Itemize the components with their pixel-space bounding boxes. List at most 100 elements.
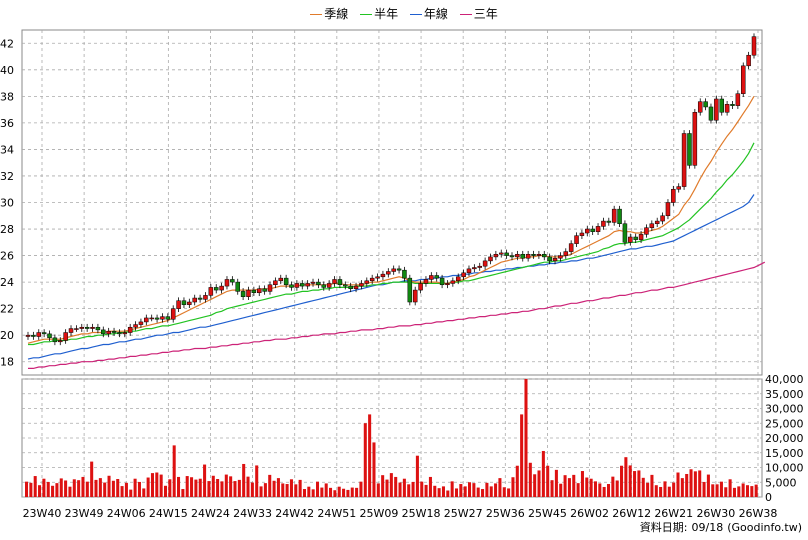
candle-body [262,288,267,292]
candle-body [289,284,294,288]
volume-bar [376,483,380,497]
volume-bar [294,484,298,497]
volume-bar [476,487,480,497]
volume-y-tick-label: 25,000 [765,417,804,430]
price-y-tick-label: 40 [0,64,14,77]
candle-body [455,276,461,282]
volume-bar [181,489,185,497]
volume-bar [398,482,402,497]
candle-body [671,188,676,203]
candle-body [746,54,751,67]
candle-body [240,291,246,297]
x-tick-label: 23W49 [65,507,104,520]
volume-bar [229,476,233,497]
candle-body [563,251,569,256]
volume-bar [285,484,289,497]
candle-body [52,337,58,343]
candle-body [568,243,574,252]
volume-bar [567,478,571,497]
footer-caption: 資料日期: 09/18 (Goodinfo.tw) [636,519,802,535]
volume-bar [276,478,280,497]
x-tick-label: 24W42 [275,507,314,520]
candle-body [482,260,488,267]
volume-bar [628,465,632,497]
volume-bar [402,478,406,497]
candle-body [235,281,240,292]
volume-bar [155,472,159,497]
volume-bar [563,475,567,497]
candle-body [106,330,111,335]
volume-bar [537,470,541,497]
volume-bar [441,486,445,497]
candle-body [95,326,101,331]
volume-bar [25,481,29,497]
candle-body [36,332,42,337]
candle-body [337,279,343,286]
volume-bar [194,479,198,497]
candle-body [703,101,708,108]
candle-body [213,287,219,291]
candle-body [203,295,208,300]
x-tick-label: 24W06 [107,507,146,520]
candle-body [111,330,117,333]
candle-body [558,255,563,259]
volume-bar [350,487,354,497]
candle-body [396,268,402,271]
candle-body [369,277,375,282]
candle-body [63,332,68,341]
volume-bar [302,489,307,497]
candle-body [133,324,138,328]
price-y-tick-label: 32 [0,170,14,183]
volume-bar [359,481,363,497]
volume-bar [615,480,619,497]
volume-bar [485,482,489,497]
volume-bar [163,485,168,497]
volume-bar [311,489,315,497]
volume-bar [172,445,176,497]
candle-body [90,326,95,329]
candle-body [628,236,633,243]
volume-bar [693,471,697,497]
x-tick-label: 26W30 [696,507,735,520]
volume-bar [320,487,324,497]
price-y-tick-label: 26 [0,250,14,263]
volume-bar [216,479,220,497]
volume-bar [685,473,689,497]
footer-source: (Goodinfo.tw) [727,521,802,534]
x-tick-label: 24W51 [317,507,356,520]
candle-body [122,332,128,335]
x-tick-label: 24W33 [233,507,272,520]
candle-body [579,232,585,236]
volume-bar [190,477,194,497]
x-tick-label: 26W02 [570,507,609,520]
volume-bar [385,479,389,497]
volume-bar [103,482,107,497]
candle-body [246,289,251,297]
candle-body [251,289,257,293]
volume-y-tick-label: 10,000 [765,462,804,475]
price-y-tick-label: 34 [0,143,14,156]
candle-body [412,289,418,303]
volume-y-tick-label: 5,000 [765,476,797,489]
volume-bar [750,486,754,497]
candle-body [525,254,531,259]
candle-body [310,281,316,284]
candle-body [219,285,224,291]
volume-bar [368,414,372,497]
volume-bar [711,484,715,497]
volume-bar [355,487,359,497]
volume-bar [120,486,124,497]
volume-bar [732,487,736,497]
volume-bar [437,488,441,497]
price-y-tick-label: 36 [0,117,14,130]
volume-bar [33,476,37,497]
volume-bar [207,481,211,497]
candle-body [316,281,321,286]
volume-bar [559,483,563,497]
volume-bar [116,479,120,497]
volume-bar [272,480,276,497]
volume-bar [411,481,415,497]
candle-body [552,257,558,262]
candle-body [617,208,622,224]
